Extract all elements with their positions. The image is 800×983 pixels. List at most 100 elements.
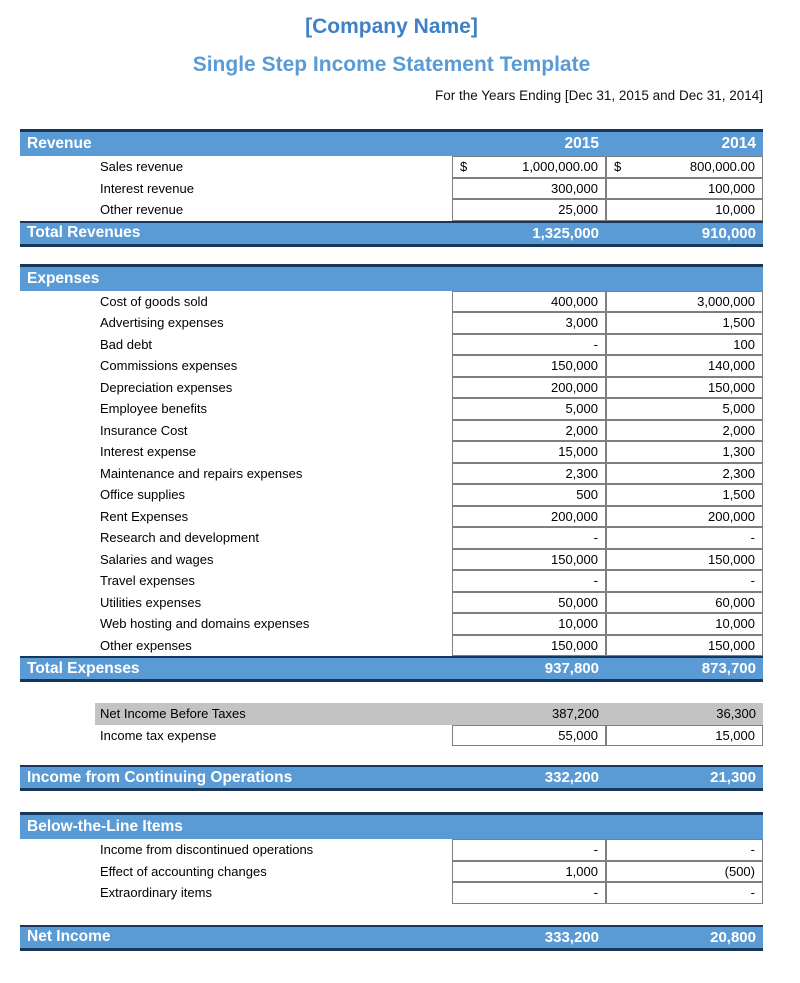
table-row: Interest expense 15,000 1,300 xyxy=(20,441,763,463)
table-row: Interest revenue 300,000 100,000 xyxy=(20,177,763,199)
date-line: For the Years Ending [Dec 31, 2015 and D… xyxy=(435,88,763,103)
table-row: Maintenance and repairs expenses 2,300 2… xyxy=(20,462,763,484)
row-label: Office supplies xyxy=(100,487,186,503)
pretax-block: Net Income Before Taxes 387,200 36,300 I… xyxy=(20,703,763,746)
revenue-section-header: Revenue 2015 2014 xyxy=(20,129,763,156)
document-title: Single Step Income Statement Template xyxy=(192,53,591,76)
table-row: Employee benefits 5,000 5,000 xyxy=(20,398,763,420)
total-revenues-2015: 1,325,000 xyxy=(532,224,599,242)
value-cell-2015: 2,300 xyxy=(452,462,606,484)
income-continuing-operations-label: Income from Continuing Operations xyxy=(27,768,293,786)
table-row: Rent Expenses 200,000 200,000 xyxy=(20,505,763,527)
value-cell-2015: 10,000 xyxy=(452,613,606,635)
value-cell-2015: 200,000 xyxy=(452,376,606,398)
value-cell-2014: 15,000 xyxy=(606,724,763,746)
value-cell-2014: 60,000 xyxy=(606,591,763,613)
row-label: Insurance Cost xyxy=(100,422,188,438)
row-label: Sales revenue xyxy=(100,159,184,175)
row-label: Extraordinary items xyxy=(100,885,212,901)
total-revenues-2014: 910,000 xyxy=(701,224,756,242)
value-cell-2014: (500) xyxy=(606,860,763,882)
value-cell-2014: 3,000,000 xyxy=(606,290,763,312)
value-cell-2015: 400,000 xyxy=(452,290,606,312)
company-name: [Company Name] xyxy=(305,15,478,38)
total-expenses-2014: 873,700 xyxy=(701,660,756,677)
value-cell-2014: 10,000 xyxy=(606,613,763,635)
income-continuing-operations-2014: 21,300 xyxy=(710,769,756,786)
total-expenses-label: Total Expenses xyxy=(27,659,140,677)
value-cell-2014: 150,000 xyxy=(606,548,763,570)
row-label: Income tax expense xyxy=(100,727,217,743)
table-row: Salaries and wages 150,000 150,000 xyxy=(20,548,763,570)
table-row: Cost of goods sold 400,000 3,000,000 xyxy=(20,290,763,312)
row-label: Commissions expenses xyxy=(100,358,238,374)
value-cell-2015: - xyxy=(452,570,606,592)
row-label: Net Income Before Taxes xyxy=(100,706,246,722)
cell-value: 800,000.00 xyxy=(689,159,755,175)
row-label: Advertising expenses xyxy=(100,315,224,331)
value-cell-2015: - xyxy=(452,882,606,904)
row-label: Maintenance and repairs expenses xyxy=(100,465,303,481)
table-row: Other expenses 150,000 150,000 xyxy=(20,634,763,656)
row-label: Depreciation expenses xyxy=(100,379,233,395)
row-label: Web hosting and domains expenses xyxy=(100,616,310,632)
row-label: Effect of accounting changes xyxy=(100,863,267,879)
expenses-section-title: Expenses xyxy=(27,269,100,287)
value-cell-2015: 150,000 xyxy=(452,355,606,377)
revenue-section-title: Revenue xyxy=(27,135,92,152)
row-label: Salaries and wages xyxy=(100,551,214,567)
value-cell-2014: 2,300 xyxy=(606,462,763,484)
row-label: Travel expenses xyxy=(100,573,195,589)
value-cell-2014: 5,000 xyxy=(606,398,763,420)
value-cell-2014: 1,300 xyxy=(606,441,763,463)
value-cell-2015: 15,000 xyxy=(452,441,606,463)
value-cell-2015: 3,000 xyxy=(452,312,606,334)
total-expenses-2015: 937,800 xyxy=(544,660,599,677)
row-label: Interest revenue xyxy=(100,180,194,196)
table-row: Other revenue 25,000 10,000 xyxy=(20,199,763,221)
value-cell-2015: 5,000 xyxy=(452,398,606,420)
value-cell-2015: 50,000 xyxy=(452,591,606,613)
value-cell-2015: 55,000 xyxy=(452,724,606,746)
value-cell-2014: 140,000 xyxy=(606,355,763,377)
expenses-section: Expenses Cost of goods sold 400,000 3,00… xyxy=(20,263,763,682)
value-2014: 36,300 xyxy=(716,706,756,722)
row-label: Cost of goods sold xyxy=(100,293,208,309)
table-row: Depreciation expenses 200,000 150,000 xyxy=(20,376,763,398)
value-cell-2014: 100,000 xyxy=(606,177,763,199)
statement-body: Revenue 2015 2014 Sales revenue $ 1,000,… xyxy=(20,129,763,951)
value-cell-2015: 150,000 xyxy=(452,548,606,570)
revenue-section: Revenue 2015 2014 Sales revenue $ 1,000,… xyxy=(20,129,763,247)
below-the-line-section-title: Below-the-Line Items xyxy=(27,818,183,835)
value-cell-2015: - xyxy=(452,333,606,355)
net-income-before-taxes-row: Net Income Before Taxes 387,200 36,300 xyxy=(95,703,763,725)
row-label: Bad debt xyxy=(100,336,153,352)
value-cell-2014: 2,000 xyxy=(606,419,763,441)
table-row: Commissions expenses 150,000 140,000 xyxy=(20,355,763,377)
income-continuing-operations-bar: Income from Continuing Operations 332,20… xyxy=(20,765,763,791)
value-cell-2015: 300,000 xyxy=(452,177,606,199)
value-cell-2015: 500 xyxy=(452,484,606,506)
value-cell-2014: $ 800,000.00 xyxy=(606,156,763,178)
table-row: Travel expenses - - xyxy=(20,570,763,592)
row-label: Interest expense xyxy=(100,444,197,460)
below-the-line-section: Below-the-Line Items Income from discont… xyxy=(20,812,763,904)
value-cell-2015: 2,000 xyxy=(452,419,606,441)
below-the-line-section-header: Below-the-Line Items xyxy=(20,812,763,839)
table-row: Utilities expenses 50,000 60,000 xyxy=(20,591,763,613)
value-cell-2015: 1,000 xyxy=(452,860,606,882)
value-cell-2014: 1,500 xyxy=(606,484,763,506)
net-income-bar: Net Income 333,200 20,800 xyxy=(20,924,763,951)
table-row: Extraordinary items - - xyxy=(20,882,763,904)
row-label: Other revenue xyxy=(100,202,184,218)
value-cell-2015: 150,000 xyxy=(452,634,606,656)
table-row: Research and development - - xyxy=(20,527,763,549)
cell-value: 1,000,000.00 xyxy=(522,159,598,175)
value-cell-2015: - xyxy=(452,839,606,861)
value-cell-2015: 25,000 xyxy=(452,199,606,221)
document-header: [Company Name] Single Step Income Statem… xyxy=(0,0,800,103)
total-revenues-label: Total Revenues xyxy=(27,224,141,241)
value-cell-2014: - xyxy=(606,570,763,592)
table-row: Effect of accounting changes 1,000 (500) xyxy=(20,860,763,882)
year-header-2014: 2014 xyxy=(721,135,756,152)
